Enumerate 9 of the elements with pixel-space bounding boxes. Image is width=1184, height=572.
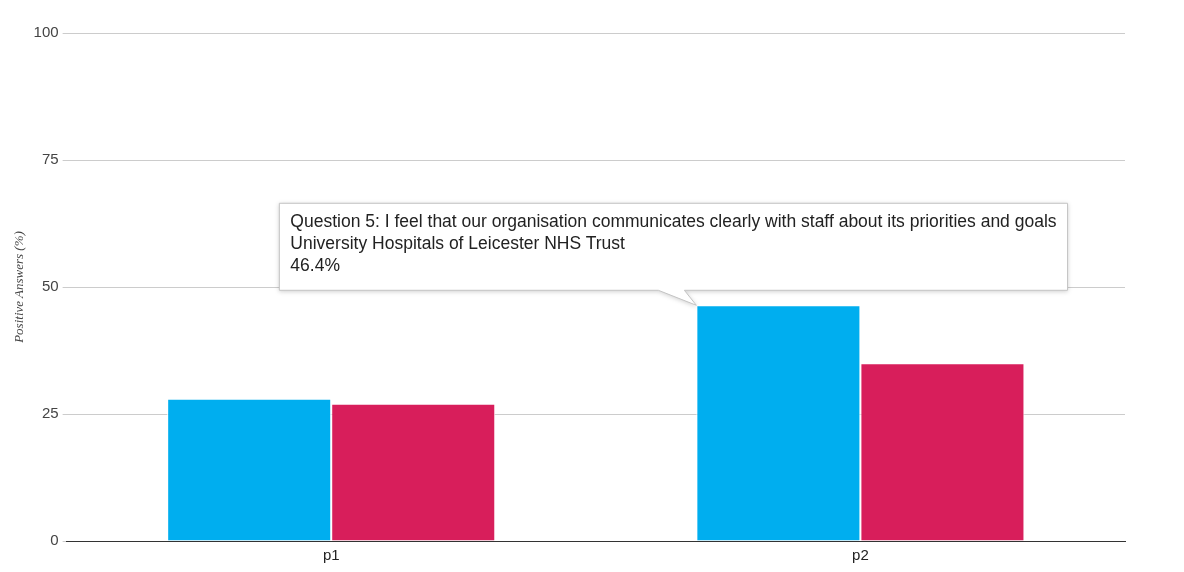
x-tick-label: p1 [322,546,340,564]
y-tick-label: 0 [50,531,59,549]
annotation: Question 5: I feel that our organisation communicates clearly with staff about its priorities and goals University Hospitals of Leicester NHS Trust 46.4% [290,211,1057,276]
x-tick-label: p2 [852,546,869,564]
y-tick-label: 50 [41,277,59,295]
y-axis-title: Positive Answers (%) [11,231,27,344]
y-tick-label: 100 [33,23,59,41]
y-tick-label: 25 [41,404,59,422]
y-tick-label: 75 [41,150,59,168]
